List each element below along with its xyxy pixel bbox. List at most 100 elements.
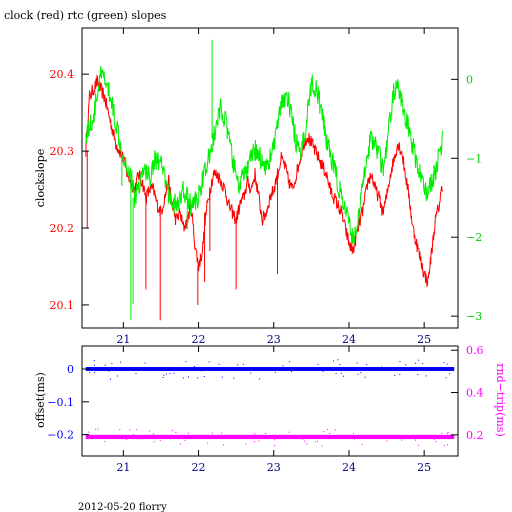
top-ytick-right-label-1: −2	[466, 231, 482, 244]
bottom-scatter-point	[208, 361, 210, 363]
top-series-clock-line	[85, 74, 443, 288]
bottom-scatter-point	[360, 372, 362, 373]
bottom-scatter-point	[89, 372, 91, 373]
bottom-scatter-point	[444, 438, 446, 440]
top-ytick-right-label-2: −1	[466, 152, 482, 165]
bottom-scatter-point	[381, 366, 383, 368]
bottom-scatter-point	[274, 445, 276, 447]
bottom-ytick-right-label-2: 0.6	[466, 344, 484, 357]
bottom-scatter-point	[237, 364, 239, 366]
bottom-scatter-point	[179, 436, 181, 438]
bottom-xtick-label-0: 21	[116, 461, 130, 474]
bottom-scatter-point	[117, 375, 118, 377]
top-ytick-left-label-0: 20.1	[50, 299, 75, 312]
bottom-scatter-point	[418, 444, 420, 446]
bottom-scatter-point	[193, 366, 195, 367]
bottom-scatter-point	[153, 433, 155, 435]
bottom-scatter-point	[144, 362, 146, 364]
bottom-scatter-point	[94, 364, 96, 366]
bottom-scatter-point	[136, 438, 138, 440]
bottom-scatter-point	[256, 438, 258, 440]
bottom-scatter-point	[394, 374, 396, 376]
bottom-scatter-point	[184, 440, 186, 441]
bottom-scatter-point	[321, 445, 323, 447]
top-plot-frame	[81, 27, 459, 329]
top-ytick-right-label-0: −3	[466, 310, 482, 323]
top-panel: 21 22 23 24 25 20.1 20.2 20.3 20.4 −3 −2 −1 0 clocks…	[34, 27, 482, 346]
bottom-xtick-label-4: 25	[417, 461, 431, 474]
bottom-scatter-point	[250, 372, 252, 374]
bottom-scatter-point	[399, 361, 401, 363]
bottom-scatter-point	[322, 371, 324, 373]
bottom-scatter-point	[111, 363, 113, 365]
bottom-scatter-point	[209, 437, 211, 439]
bottom-scatter-point	[93, 360, 95, 362]
bottom-scatter-point	[288, 361, 290, 363]
bottom-scatter-point	[125, 439, 127, 441]
bottom-scatter-point	[258, 440, 260, 442]
top-xtick-label-3: 24	[342, 333, 356, 346]
bottom-scatter-point	[352, 432, 354, 434]
bottom-scatter-point	[207, 442, 209, 444]
bottom-xtick-label-2: 23	[267, 461, 281, 474]
bottom-scatter-point	[446, 363, 448, 365]
bottom-plot-frame	[81, 345, 459, 457]
bottom-scatter-point	[188, 376, 189, 378]
bottom-scatter-point	[162, 377, 164, 378]
bottom-ylabel-right: rnd−trip(ms)	[494, 363, 507, 437]
bottom-scatter-point	[378, 434, 380, 436]
bottom-scatter-point	[108, 370, 110, 372]
bottom-scatter-point	[399, 373, 401, 375]
bottom-scatter-point	[329, 433, 331, 435]
bottom-scatter-point	[339, 363, 341, 365]
bottom-xtick-label-1: 22	[192, 461, 206, 474]
bottom-scatter-point	[300, 367, 302, 369]
bottom-scatter-point	[304, 440, 306, 442]
bottom-scatter-point	[159, 440, 161, 442]
bottom-scatter-point	[233, 368, 235, 370]
top-axes-layer: 21 22 23 24 25 20.1 20.2 20.3 20.4 −3 −2 −1 0	[50, 28, 482, 346]
bottom-scatter-point	[366, 437, 368, 439]
bottom-scatter-point	[327, 429, 329, 430]
bottom-scatter-point	[274, 439, 276, 441]
bottom-scatter-point	[333, 360, 334, 362]
bottom-scatter-point	[417, 359, 419, 361]
bottom-scatter-point	[104, 441, 106, 443]
bottom-scatter-point	[288, 431, 290, 433]
bottom-scatter-point	[405, 364, 407, 366]
bottom-scatter-point	[323, 431, 325, 433]
bottom-series-roundtrip-band	[85, 434, 455, 440]
bottom-series-layer	[85, 359, 455, 447]
bottom-scatter-point	[136, 429, 138, 431]
bottom-scatter-point	[449, 373, 451, 375]
bottom-xtick-label-3: 24	[342, 461, 356, 474]
bottom-scatter-point	[168, 436, 170, 438]
bottom-scatter-point	[95, 428, 97, 430]
bottom-scatter-point	[120, 367, 122, 369]
bottom-scatter-point	[447, 432, 449, 434]
bottom-scatter-point	[245, 443, 247, 445]
top-ytick-left-label-3: 20.4	[50, 68, 75, 81]
bottom-scatter-point	[382, 437, 384, 439]
bottom-scatter-point	[120, 361, 122, 363]
bottom-scatter-point	[357, 373, 359, 375]
bottom-scatter-point	[401, 439, 403, 441]
bottom-scatter-point	[422, 363, 424, 365]
bottom-scatter-point	[343, 375, 344, 377]
top-ytick-right-label-3: 0	[466, 73, 473, 86]
top-xtick-label-1: 22	[192, 333, 206, 346]
bottom-scatter-point	[334, 429, 336, 431]
bottom-scatter-point	[125, 369, 127, 370]
bottom-ytick-right-label-0: 0.2	[466, 429, 484, 442]
bottom-scatter-point	[172, 429, 174, 431]
bottom-scatter-point	[232, 369, 234, 370]
bottom-scatter-point	[445, 377, 447, 379]
bottom-series-offset-band	[85, 367, 455, 371]
top-ylabel: clockslope	[34, 149, 47, 207]
bottom-scatter-point	[415, 439, 416, 441]
bottom-scatter-point	[435, 441, 437, 443]
bottom-scatter-point	[356, 362, 358, 364]
bottom-scatter-point	[290, 371, 292, 372]
bottom-scatter-point	[259, 378, 261, 380]
bottom-axes-layer: 21 22 23 24 25 −0.2 −0.1 0 0.2 0.4 0.6	[47, 344, 483, 474]
